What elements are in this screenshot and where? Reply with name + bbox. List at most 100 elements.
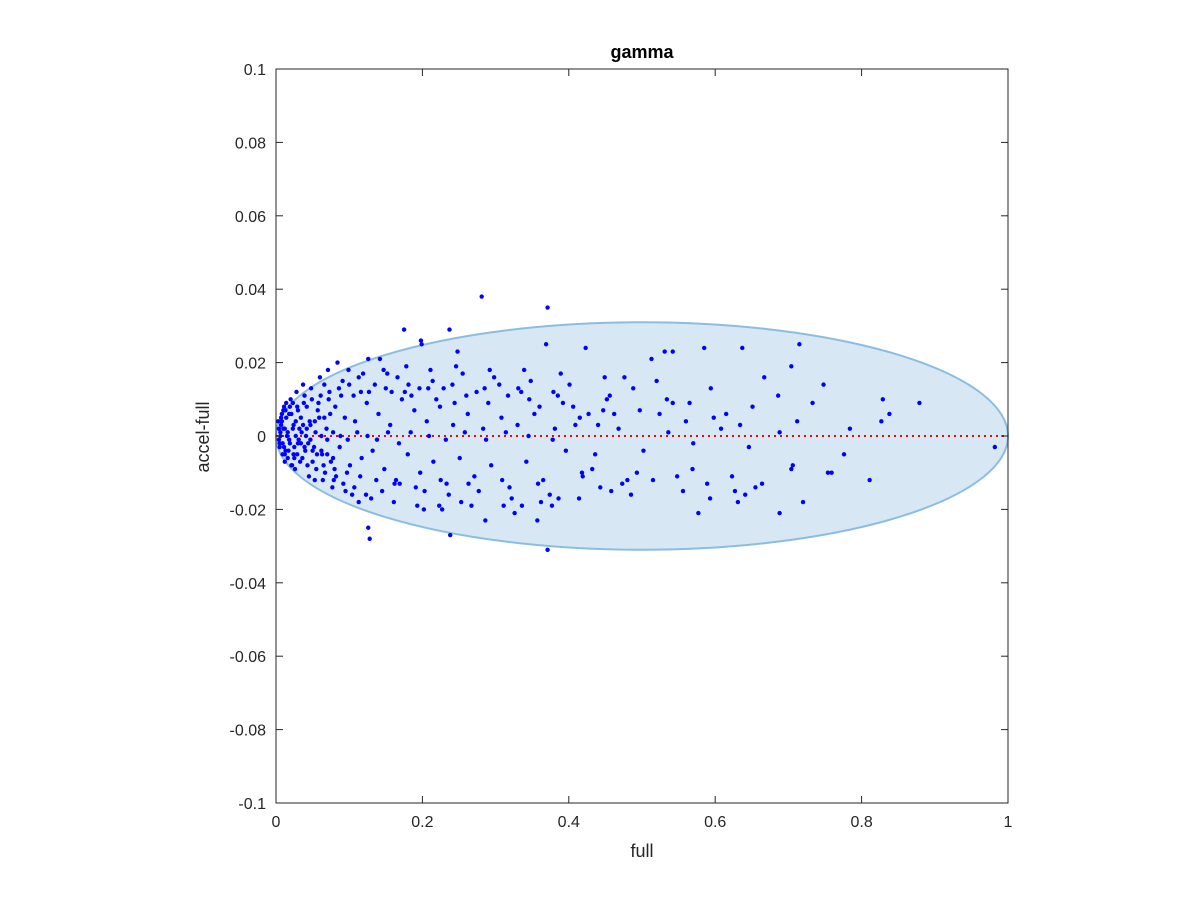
data-point (735, 499, 741, 505)
x-tick-label: 1 (1004, 814, 1013, 831)
data-point (474, 389, 479, 395)
data-point (322, 470, 328, 475)
data-point (453, 364, 459, 369)
data-point (365, 433, 370, 439)
data-point (524, 459, 529, 464)
data-point (312, 419, 317, 424)
data-point (611, 411, 617, 417)
data-point (489, 463, 494, 468)
data-point (457, 455, 462, 461)
data-point (327, 389, 332, 395)
data-point (657, 411, 662, 417)
data-point (576, 496, 582, 501)
y-tick-label: -0.1 (238, 796, 266, 813)
data-point (363, 492, 369, 497)
data-point (325, 367, 331, 373)
data-point (293, 419, 298, 424)
y-tick-label: -0.08 (230, 723, 267, 740)
data-point (333, 404, 338, 409)
data-point (281, 408, 286, 413)
data-point (649, 356, 654, 362)
plot-area (275, 68, 1009, 804)
data-point (364, 400, 369, 406)
y-tick-label: -0.04 (230, 576, 267, 593)
data-point (434, 397, 439, 402)
data-point (662, 349, 667, 354)
data-point (625, 477, 630, 483)
data-point (277, 444, 282, 450)
data-point (558, 371, 563, 376)
data-point (841, 452, 847, 457)
data-point (551, 389, 556, 395)
data-point (426, 386, 431, 391)
data-point (412, 408, 417, 413)
data-point (691, 441, 696, 446)
data-point (465, 411, 470, 417)
data-point (381, 367, 386, 373)
data-point (670, 349, 675, 354)
x-tick-label: 0.2 (411, 814, 433, 831)
data-point (460, 371, 465, 376)
data-point (291, 452, 296, 457)
data-point (634, 470, 640, 475)
data-point (759, 481, 765, 486)
data-point (278, 415, 284, 420)
data-point (512, 510, 517, 516)
data-point (628, 492, 634, 497)
data-point (472, 474, 477, 479)
data-point (680, 488, 686, 494)
data-point (370, 448, 375, 453)
data-point (357, 474, 363, 479)
data-point (424, 419, 429, 424)
data-point (290, 400, 296, 406)
data-point (376, 411, 381, 417)
data-point (306, 474, 312, 479)
data-point (366, 356, 371, 362)
data-point (359, 455, 364, 461)
data-point (287, 441, 293, 446)
data-point (418, 470, 423, 475)
data-point (723, 411, 729, 417)
data-point (396, 441, 402, 446)
data-point (486, 400, 491, 406)
data-point (540, 477, 546, 483)
data-point (992, 444, 998, 450)
data-point (519, 389, 524, 395)
data-point (696, 510, 701, 516)
data-point (317, 375, 323, 380)
data-point (330, 485, 335, 490)
data-point (379, 488, 385, 494)
data-point (298, 441, 304, 446)
data-point (295, 404, 300, 409)
data-point (483, 437, 489, 442)
data-point (284, 400, 289, 406)
data-point (545, 547, 550, 552)
data-point (601, 408, 606, 413)
data-point (279, 419, 285, 424)
data-point (480, 426, 486, 431)
data-point (284, 433, 290, 439)
data-point (560, 400, 566, 406)
data-point (303, 448, 308, 453)
data-point (405, 452, 410, 457)
data-point (276, 437, 282, 442)
data-point (455, 349, 460, 354)
data-point (288, 397, 293, 402)
data-point (563, 448, 569, 453)
data-point (308, 422, 313, 428)
data-point (349, 492, 355, 497)
data-point (586, 411, 591, 417)
data-point (708, 386, 714, 391)
data-point (306, 441, 311, 446)
data-point (421, 507, 427, 512)
data-point (314, 466, 319, 472)
data-point (789, 364, 794, 369)
data-point (293, 433, 298, 439)
data-point (527, 397, 532, 402)
data-point (595, 422, 601, 428)
data-point (310, 448, 315, 453)
data-point (683, 419, 689, 424)
data-point (404, 364, 409, 369)
y-axis-ticks: -0.1 -0.08 -0.06 -0.04 -0.02 0 0.02 0.04 0.06 0.0… (230, 62, 1008, 813)
data-point (360, 371, 366, 376)
